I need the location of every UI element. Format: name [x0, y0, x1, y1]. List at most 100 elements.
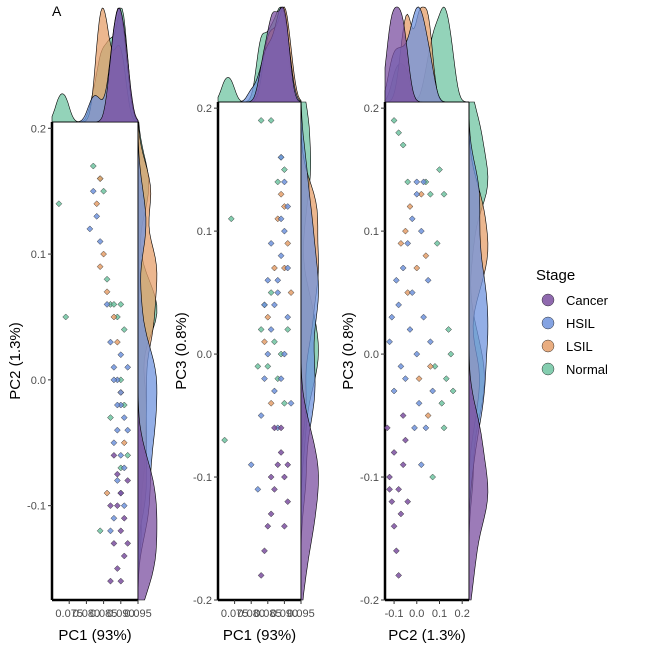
panel-2: -0.2 -0.1 0.0 0.1 0.2 0.0750.0800.0850.0900.0… [173, 6, 319, 644]
data-point-lsil [406, 203, 414, 210]
data-point-lsil [103, 288, 111, 296]
data-point-normal [395, 129, 402, 137]
data-point-cancer [390, 522, 398, 530]
data-point-normal [55, 200, 63, 208]
top-density-cancer [52, 7, 139, 123]
data-point-hsil [124, 426, 132, 434]
data-point-hsil [429, 387, 437, 395]
x-axis-title: PC1 (93%) [223, 627, 296, 644]
data-point-lsil [415, 375, 423, 383]
data-point-hsil [413, 190, 421, 198]
data-point-hsil [404, 240, 412, 247]
data-point-hsil [86, 225, 94, 233]
data-point-hsil [277, 375, 285, 383]
data-point-cancer [124, 540, 132, 547]
data-point-hsil [413, 178, 421, 186]
data-point-cancer [117, 489, 125, 497]
data-point-hsil [281, 227, 288, 235]
data-point-cancer [271, 424, 278, 432]
data-point-hsil [267, 240, 275, 247]
legend-key-hsil [541, 316, 555, 330]
data-point-lsil [264, 313, 272, 321]
data-point-hsil [114, 426, 121, 434]
data-point-cancer [114, 470, 121, 478]
data-point-hsil [96, 238, 104, 245]
x-tick-label: 0.075 [55, 608, 83, 620]
data-point-cancer [110, 540, 118, 547]
panel-tag: A [52, 3, 62, 19]
x-tick-label: 0.095 [124, 608, 152, 620]
data-point-lsil [103, 489, 111, 497]
data-point-cancer [114, 502, 121, 510]
data-point-cancer [120, 514, 128, 522]
data-point-normal [390, 117, 398, 124]
data-point-normal [267, 289, 275, 296]
data-point-hsil [399, 264, 407, 272]
y-tick-label: -0.1 [360, 472, 379, 484]
data-point-cancer [390, 449, 398, 456]
data-point-normal [445, 326, 452, 333]
data-point-hsil [284, 203, 292, 210]
legend: Stage Cancer HSIL LSIL Normal [536, 267, 609, 377]
data-point-normal [404, 178, 412, 186]
data-point-cancer [395, 572, 402, 579]
data-point-hsil [117, 451, 125, 459]
data-point-normal [120, 326, 128, 333]
data-point-hsil [261, 301, 268, 309]
data-point-lsil [96, 263, 104, 271]
data-point-hsil [107, 338, 114, 346]
data-point-lsil [404, 289, 412, 296]
legend-label-normal: Normal [566, 362, 608, 377]
data-point-cancer [404, 498, 412, 505]
data-point-hsil [415, 399, 423, 407]
data-point-normal [433, 240, 441, 247]
y-axis-title: PC3 (0.8%) [173, 312, 190, 390]
x-tick-label: 0.095 [287, 608, 315, 620]
data-point-cancer [261, 547, 268, 555]
data-point-hsil [408, 289, 416, 296]
data-point-hsil [417, 227, 425, 235]
legend-key-lsil [541, 339, 555, 353]
data-point-hsil [120, 502, 128, 510]
data-point-hsil [117, 351, 125, 359]
data-point-cancer [107, 502, 114, 510]
data-point-lsil [402, 227, 409, 235]
data-point-hsil [287, 399, 295, 407]
data-point-cancer [277, 449, 285, 456]
data-point-lsil [271, 264, 278, 272]
y-tick-label: 0.1 [31, 249, 46, 261]
data-point-cancer [383, 424, 391, 432]
data-point-normal [100, 187, 107, 195]
data-point-normal [103, 275, 111, 283]
data-point-lsil [417, 190, 425, 198]
data-point-cancer [117, 527, 125, 535]
data-point-lsil [93, 200, 101, 208]
data-point-lsil [110, 313, 118, 321]
data-point-hsil [277, 215, 285, 223]
top-density-cancer [384, 6, 469, 103]
data-point-normal [427, 190, 434, 198]
data-point-cancer [386, 485, 393, 493]
data-point-lsil [427, 363, 434, 370]
data-point-cancer [397, 510, 405, 518]
data-point-normal [449, 387, 457, 395]
data-point-cancer [124, 477, 132, 484]
data-point-cancer [271, 485, 278, 493]
data-point-cancer [264, 522, 272, 530]
y-tick-label: 0.1 [197, 226, 212, 238]
data-point-normal [267, 117, 275, 124]
data-point-cancer [107, 577, 114, 585]
data-point-hsil [124, 363, 132, 371]
data-point-hsil [247, 461, 255, 469]
y-tick-label: 0.1 [364, 226, 379, 238]
y-axis-title: PC2 (1.3%) [7, 322, 24, 400]
data-point-normal [431, 363, 439, 370]
data-point-hsil [397, 363, 405, 370]
data-point-hsil [114, 477, 121, 484]
data-point-hsil [395, 301, 402, 309]
data-point-cancer [402, 436, 409, 444]
x-axis-title: PC2 (1.3%) [388, 627, 466, 644]
data-point-lsil [267, 399, 275, 407]
data-point-hsil [427, 338, 434, 346]
